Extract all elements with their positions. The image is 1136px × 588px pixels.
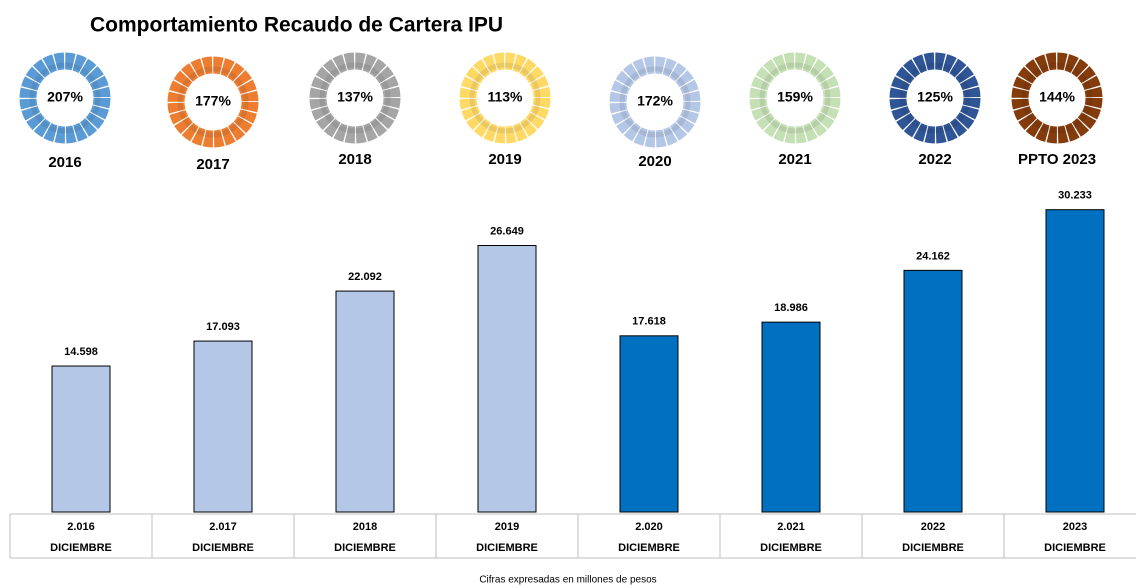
- donut-year: 2017: [196, 156, 229, 173]
- bar: [761, 321, 821, 513]
- x-tick-label: 2023: [1063, 521, 1087, 533]
- donut-inner-shade: [319, 62, 391, 134]
- donut-ring: [889, 52, 981, 144]
- bar: [193, 340, 253, 513]
- chart-title: Comportamiento Recaudo de Cartera IPU: [90, 14, 503, 37]
- data-label: 30.233: [1058, 190, 1092, 202]
- donut-year: 2019: [488, 151, 521, 168]
- donut-label: 137%: [337, 89, 373, 105]
- bar: [51, 365, 111, 513]
- bar: [477, 245, 537, 513]
- donut-label: 159%: [777, 89, 813, 105]
- data-label: 14.598: [64, 346, 98, 358]
- data-label: 18.986: [774, 302, 808, 314]
- donut-year: 2021: [778, 151, 811, 168]
- donut-label: 207%: [47, 89, 83, 105]
- data-label: 17.093: [206, 321, 240, 333]
- x-tick-label: 2.020: [635, 521, 663, 533]
- x-tick-sublabel: DICIEMBRE: [192, 542, 254, 554]
- donut-inner-shade: [1021, 62, 1093, 134]
- donut-label: 125%: [917, 89, 953, 105]
- donut-year: 2018: [338, 151, 371, 168]
- donut-label: 172%: [637, 93, 673, 109]
- x-tick-sublabel: DICIEMBRE: [1044, 542, 1106, 554]
- donut-ring: [309, 52, 401, 144]
- x-tick-label: 2.017: [209, 521, 237, 533]
- bar: [619, 335, 679, 513]
- donut-inner-shade: [177, 66, 249, 138]
- donut-ring: [459, 52, 551, 144]
- donut-inner-shade: [759, 62, 831, 134]
- x-tick-label: 2022: [921, 521, 945, 533]
- donut-inner-shade: [899, 62, 971, 134]
- data-label: 17.618: [632, 316, 666, 328]
- donut-ring: [749, 52, 841, 144]
- donut-inner-shade: [619, 66, 691, 138]
- x-tick-label: 2.016: [67, 521, 95, 533]
- donut-label: 144%: [1039, 89, 1075, 105]
- donut-ring: [19, 52, 111, 144]
- bar: [335, 290, 395, 513]
- donut-ring: [609, 56, 701, 148]
- x-tick-sublabel: DICIEMBRE: [760, 542, 822, 554]
- x-tick-sublabel: DICIEMBRE: [50, 542, 112, 554]
- x-tick-label: 2.021: [777, 521, 805, 533]
- data-label: 22.092: [348, 271, 382, 283]
- donut-year: PPTO 2023: [1018, 151, 1096, 168]
- x-tick-sublabel: DICIEMBRE: [902, 542, 964, 554]
- donut-label: 177%: [195, 93, 231, 109]
- donut-label: 113%: [487, 89, 523, 105]
- bar: [1045, 209, 1105, 513]
- x-tick-sublabel: DICIEMBRE: [476, 542, 538, 554]
- data-label: 26.649: [490, 225, 524, 237]
- x-tick-sublabel: DICIEMBRE: [334, 542, 396, 554]
- donut-year: 2020: [638, 153, 671, 170]
- bar: [903, 269, 963, 513]
- donut-ring: [167, 56, 259, 148]
- donut-year: 2016: [48, 154, 81, 171]
- x-tick-label: 2018: [353, 521, 377, 533]
- donut-inner-shade: [29, 62, 101, 134]
- data-label: 24.162: [916, 250, 950, 262]
- donut-year: 2022: [918, 151, 951, 168]
- x-tick-label: 2019: [495, 521, 519, 533]
- donut-ring: [1011, 52, 1103, 144]
- footnote: Cifras expresadas en millones de pesos: [479, 575, 656, 586]
- x-tick-sublabel: DICIEMBRE: [618, 542, 680, 554]
- donut-inner-shade: [469, 62, 541, 134]
